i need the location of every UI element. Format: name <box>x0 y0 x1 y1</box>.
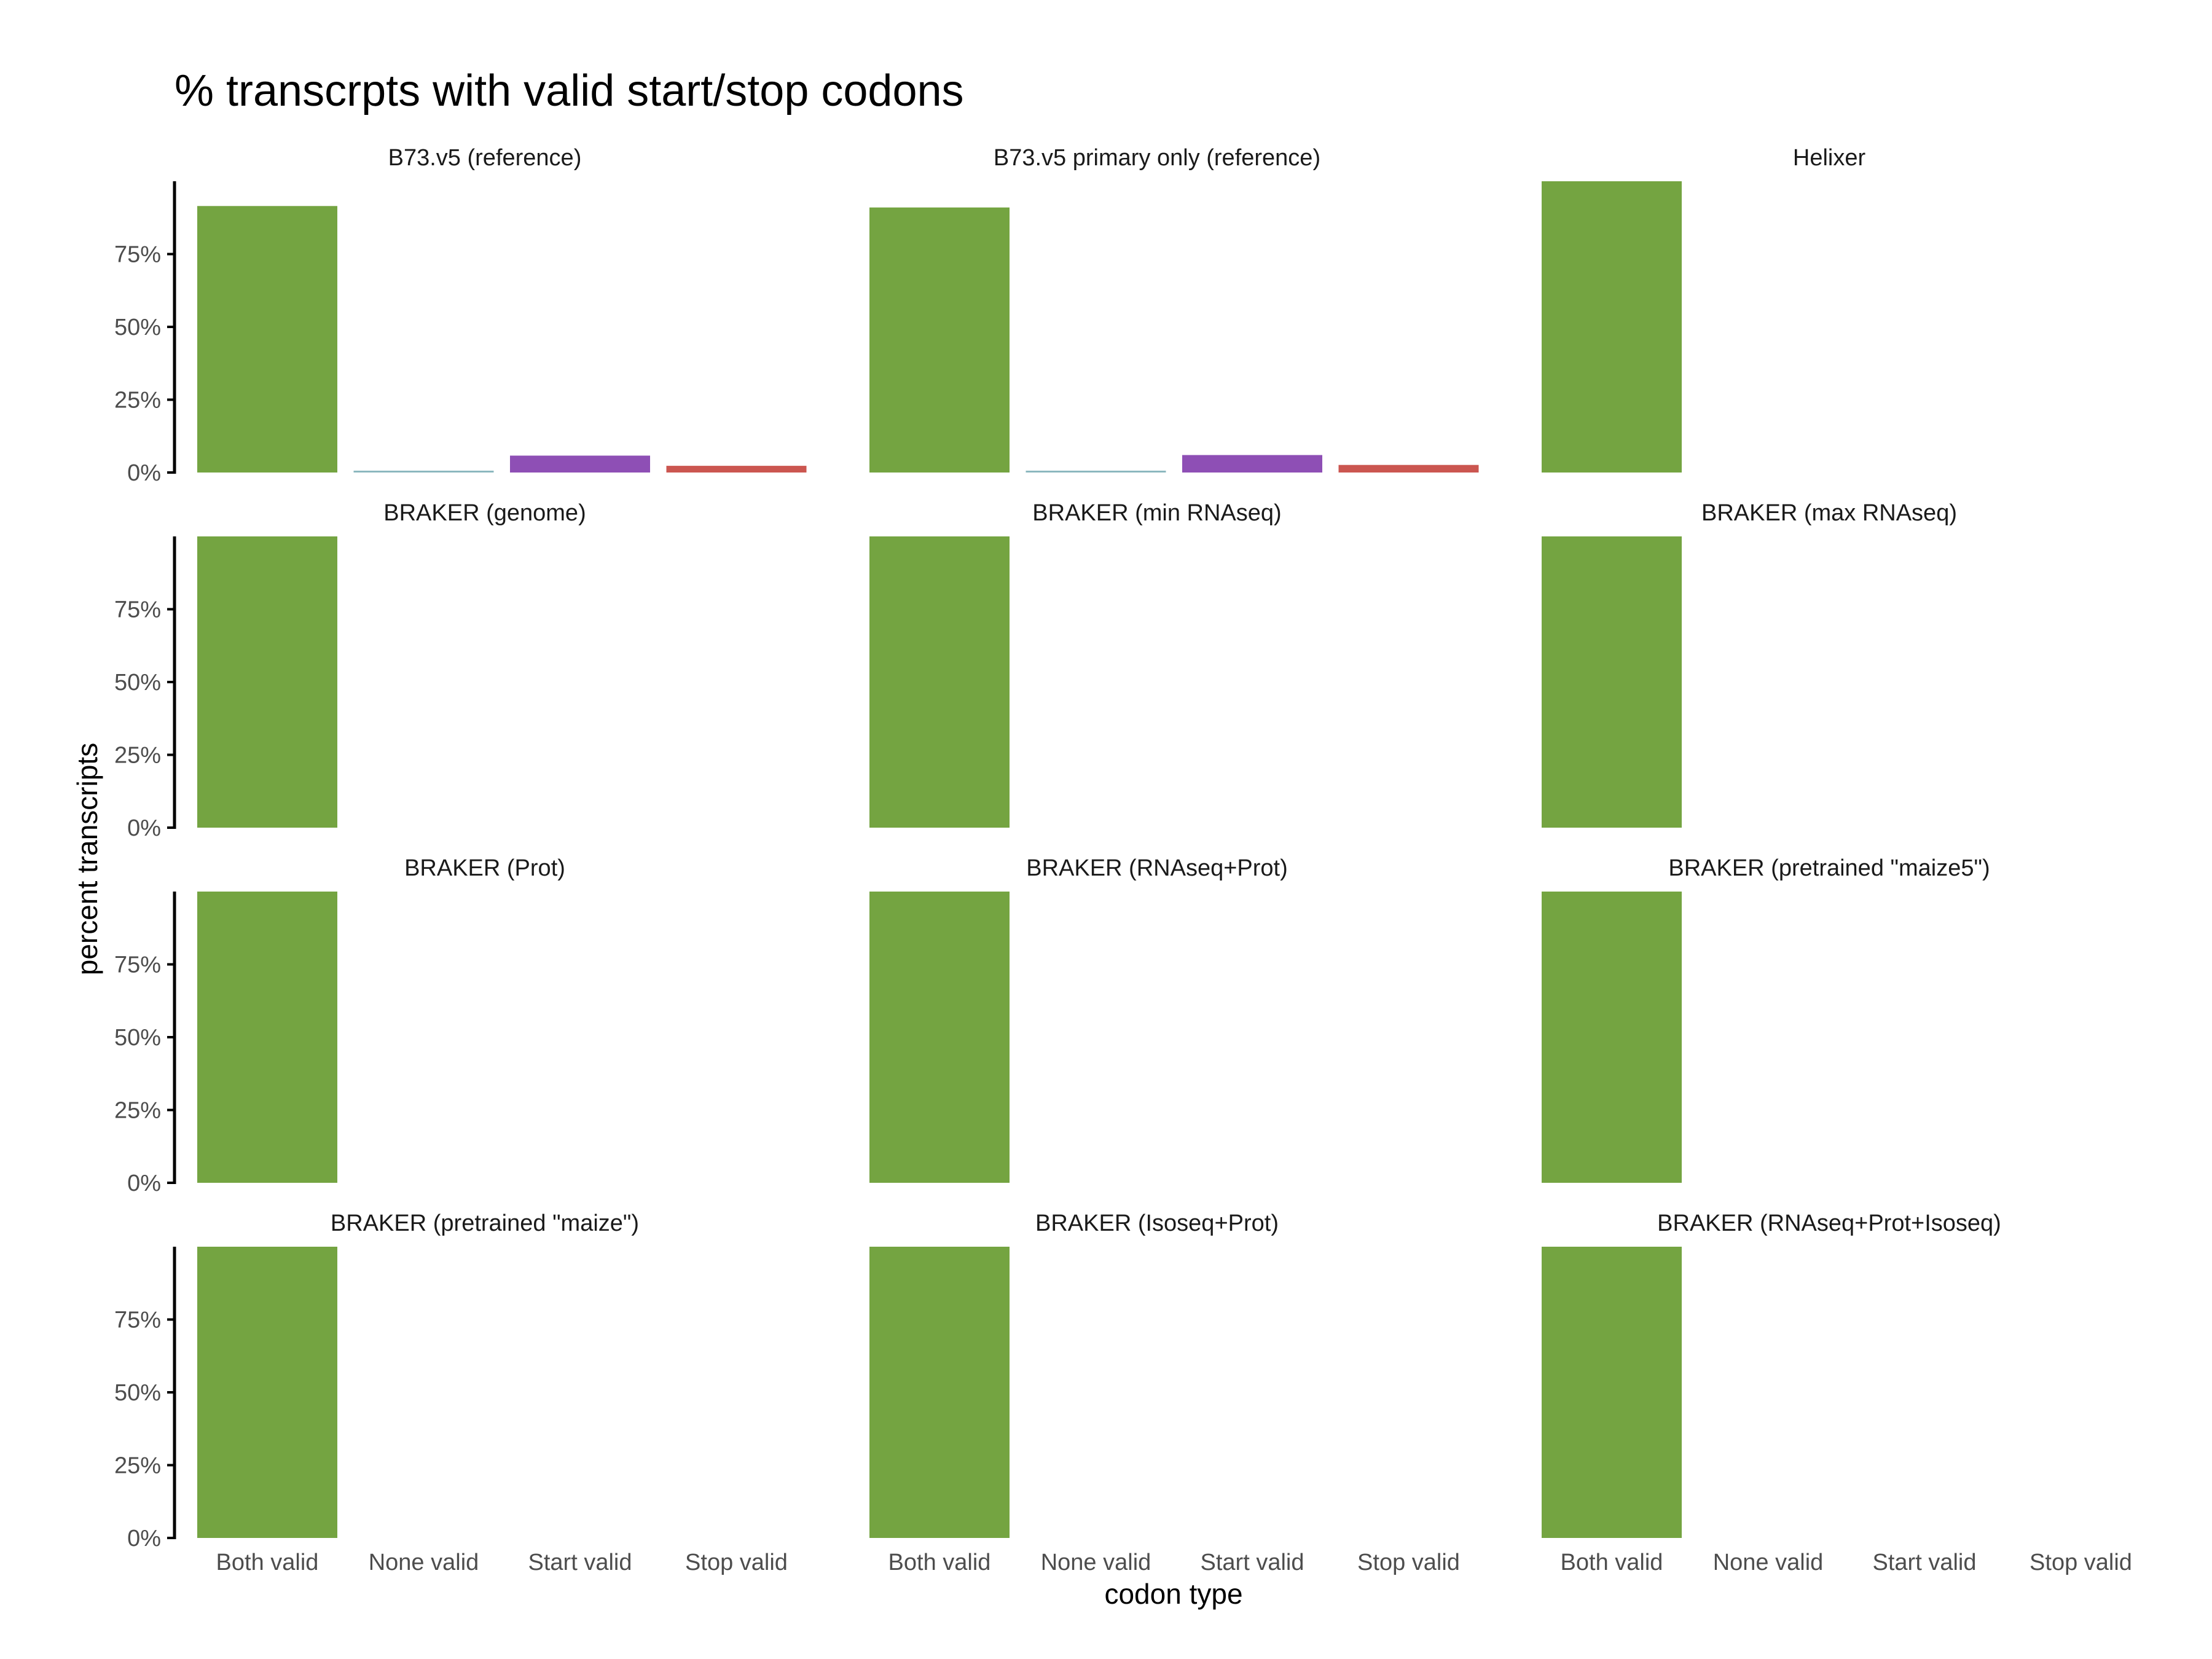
x-tick-label: Stop valid <box>1357 1550 1460 1575</box>
y-tick-label: 75% <box>114 952 161 978</box>
facet-strip-label: BRAKER (Prot) <box>404 855 565 881</box>
y-tick-label: 75% <box>114 597 161 623</box>
facet-strip-label: BRAKER (RNAseq+Prot) <box>1026 855 1288 881</box>
facet-panel: BRAKER (min RNAseq) <box>869 500 1282 828</box>
x-tick-label: None valid <box>1713 1550 1824 1575</box>
x-tick-label: Both valid <box>888 1550 991 1575</box>
x-tick-label: Start valid <box>1201 1550 1304 1575</box>
facet-panel: BRAKER (max RNAseq) <box>1542 500 1957 828</box>
facet-strip-label: BRAKER (Isoseq+Prot) <box>1035 1210 1279 1236</box>
bar <box>666 466 807 473</box>
y-tick-label: 75% <box>114 1308 161 1333</box>
bar <box>1182 455 1322 473</box>
bar <box>197 892 337 1183</box>
y-tick-label: 0% <box>127 815 161 841</box>
facet-strip-label: B73.v5 primary only (reference) <box>994 145 1320 171</box>
facet-panel: BRAKER (genome) 0% 25% 50% 75% <box>114 500 586 841</box>
bar <box>510 455 650 473</box>
x-tick-label: Stop valid <box>685 1550 788 1575</box>
facet-panel: BRAKER (pretrained "maize") 0% 25% 50% 75% Bo… <box>114 1210 788 1575</box>
facet-panel: BRAKER (RNAseq+Prot+Isoseq) Both valid Non… <box>1542 1210 2132 1575</box>
x-tick-label: Both valid <box>1561 1550 1663 1575</box>
y-tick-label: 50% <box>114 1380 161 1406</box>
bar <box>869 1247 1010 1538</box>
facet-panel: B73.v5 (reference) 0% 25% 50% 75% <box>114 145 807 486</box>
facet-panel: BRAKER (RNAseq+Prot) <box>869 855 1288 1183</box>
bar <box>197 206 337 473</box>
y-tick-label: 25% <box>114 1453 161 1479</box>
bar <box>1542 892 1682 1183</box>
y-axis-title: percent transcripts <box>71 743 103 975</box>
x-tick-label: Start valid <box>528 1550 632 1575</box>
y-tick-label: 50% <box>114 315 161 340</box>
y-tick-label: 50% <box>114 670 161 696</box>
y-tick-label: 0% <box>127 1171 161 1196</box>
facet-panel: BRAKER (Isoseq+Prot) Both valid None valid… <box>869 1210 1460 1575</box>
y-tick-label: 25% <box>114 1098 161 1124</box>
facet-strip-label: BRAKER (pretrained "maize") <box>331 1210 639 1236</box>
bar <box>1338 465 1479 473</box>
x-tick-label: Stop valid <box>2030 1550 2132 1575</box>
bar <box>197 1247 337 1538</box>
bar <box>869 892 1010 1183</box>
facet-panel: Helixer <box>1542 145 1865 473</box>
x-tick-label: Both valid <box>216 1550 319 1575</box>
y-tick-label: 0% <box>127 1526 161 1551</box>
facet-panel: B73.v5 primary only (reference) <box>869 145 1479 473</box>
y-tick-label: 0% <box>127 460 161 486</box>
bar <box>1542 181 1682 473</box>
bar <box>197 536 337 828</box>
facet-strip-label: BRAKER (RNAseq+Prot+Isoseq) <box>1657 1210 2001 1236</box>
facet-strip-label: BRAKER (max RNAseq) <box>1701 500 1957 526</box>
facet-strip-label: BRAKER (genome) <box>383 500 586 526</box>
x-tick-label: None valid <box>369 1550 479 1575</box>
facet-panels: B73.v5 (reference) 0% 25% 50% 75% B73.v5 prim… <box>114 145 2132 1575</box>
x-axis-title: codon type <box>1104 1578 1242 1610</box>
facet-panel: BRAKER (Prot) 0% 25% 50% 75% <box>114 855 565 1196</box>
facet-strip-label: Helixer <box>1793 145 1866 171</box>
y-tick-label: 25% <box>114 743 161 769</box>
y-tick-label: 50% <box>114 1025 161 1051</box>
bar <box>353 471 494 473</box>
chart-title: % transcrpts with valid start/stop codon… <box>175 66 964 116</box>
facet-strip-label: BRAKER (min RNAseq) <box>1032 500 1281 526</box>
facet-panel: BRAKER (pretrained "maize5") <box>1542 855 1990 1183</box>
facet-strip-label: B73.v5 (reference) <box>388 145 582 171</box>
y-tick-label: 75% <box>114 242 161 268</box>
bar <box>869 536 1010 828</box>
x-tick-label: Start valid <box>1873 1550 1977 1575</box>
x-tick-label: None valid <box>1041 1550 1151 1575</box>
bar <box>1542 536 1682 828</box>
facet-strip-label: BRAKER (pretrained "maize5") <box>1668 855 1990 881</box>
bar <box>869 207 1010 473</box>
y-tick-label: 25% <box>114 388 161 414</box>
bar <box>1026 471 1166 473</box>
bar <box>1542 1247 1682 1538</box>
